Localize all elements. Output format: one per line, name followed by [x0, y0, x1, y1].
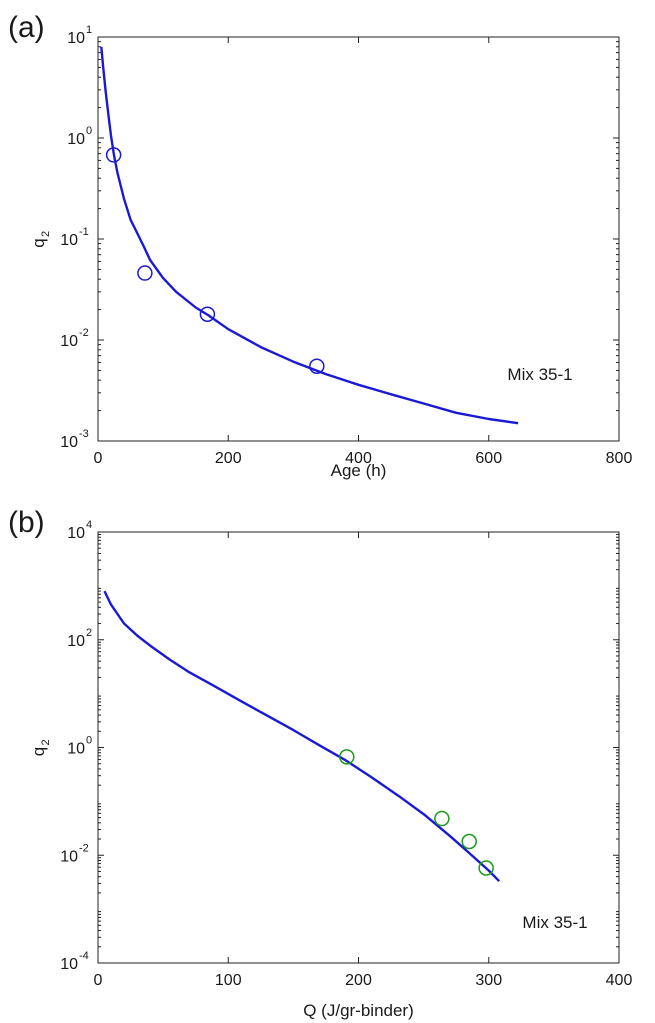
y-tick-base: 10 [60, 333, 78, 350]
x-axis-label: Age (h) [331, 461, 387, 480]
x-tick-label: 600 [475, 450, 502, 467]
plot-frame [97, 531, 620, 964]
y-tick-base: 10 [67, 525, 85, 542]
x-axis-label: Q (J/gr-binder) [303, 1001, 414, 1020]
panel-label: (a) [8, 11, 45, 44]
panel-label: (b) [8, 506, 45, 539]
mix-annotation: Mix 35-1 [507, 365, 572, 384]
y-axis-label-main: q [29, 747, 48, 756]
y-axis-label: q 2 [29, 231, 52, 248]
y-tick-label: 10 1 [67, 24, 92, 47]
y-tick-base: 10 [60, 956, 78, 973]
y-tick-exponent: -3 [79, 428, 89, 440]
y-tick-label: 10 0 [67, 125, 92, 148]
y-tick-base: 10 [67, 131, 85, 148]
y-tick-exponent: 2 [86, 627, 92, 639]
y-tick-base: 10 [67, 741, 85, 758]
y-tick-base: 10 [60, 434, 78, 451]
y-axis-label-subscript: 2 [40, 739, 52, 745]
y-tick-label: 10 -1 [60, 226, 89, 249]
x-tick-label: 300 [475, 972, 502, 989]
y-tick-label: 10 0 [67, 735, 92, 758]
x-tick-label: 0 [94, 450, 103, 467]
x-tick-label: 100 [215, 972, 242, 989]
y-tick-base: 10 [67, 633, 85, 650]
y-tick-label: 10 2 [67, 627, 92, 650]
y-tick-exponent: -4 [79, 950, 89, 962]
data-point-marker [461, 833, 477, 850]
y-tick-base: 10 [60, 232, 78, 249]
data-point-marker [105, 147, 122, 163]
y-tick-exponent: -2 [79, 842, 89, 854]
data-point-marker [137, 265, 153, 281]
data-point-marker [199, 306, 216, 322]
y-tick-exponent: 0 [86, 735, 92, 747]
y-tick-label: 10 -2 [60, 327, 89, 350]
x-tick-label: 200 [215, 450, 242, 467]
data-series [103, 590, 501, 883]
y-tick-exponent: -1 [79, 226, 89, 238]
y-tick-label: 10 -3 [60, 428, 89, 451]
x-tick-label: 200 [345, 972, 372, 989]
y-tick-exponent: 1 [86, 24, 92, 36]
x-tick-label: 400 [345, 450, 372, 467]
y-tick-base: 10 [67, 30, 85, 47]
data-point-marker [478, 860, 494, 876]
data-point-marker [309, 358, 325, 374]
x-tick-label: 800 [606, 450, 633, 467]
x-tick-label: 400 [606, 972, 633, 989]
fit-curve-line [103, 590, 501, 883]
y-tick-label: 10 -2 [60, 842, 89, 865]
y-axis-label: q 2 [29, 739, 52, 756]
data-point-marker [434, 810, 450, 827]
data-series [100, 46, 519, 425]
fit-curve-line [100, 46, 519, 425]
x-tick-label: 0 [94, 972, 103, 989]
y-tick-exponent: 0 [86, 125, 92, 137]
mix-annotation: Mix 35-1 [522, 913, 587, 932]
y-axis-label-subscript: 2 [40, 231, 52, 237]
y-tick-exponent: 4 [86, 519, 92, 531]
data-point-marker [339, 749, 355, 765]
y-axis-label-main: q [29, 238, 48, 247]
y-tick-exponent: -2 [79, 327, 89, 339]
y-tick-label: 10 -4 [60, 950, 89, 973]
y-tick-base: 10 [60, 848, 78, 865]
y-tick-label: 10 4 [67, 519, 92, 542]
